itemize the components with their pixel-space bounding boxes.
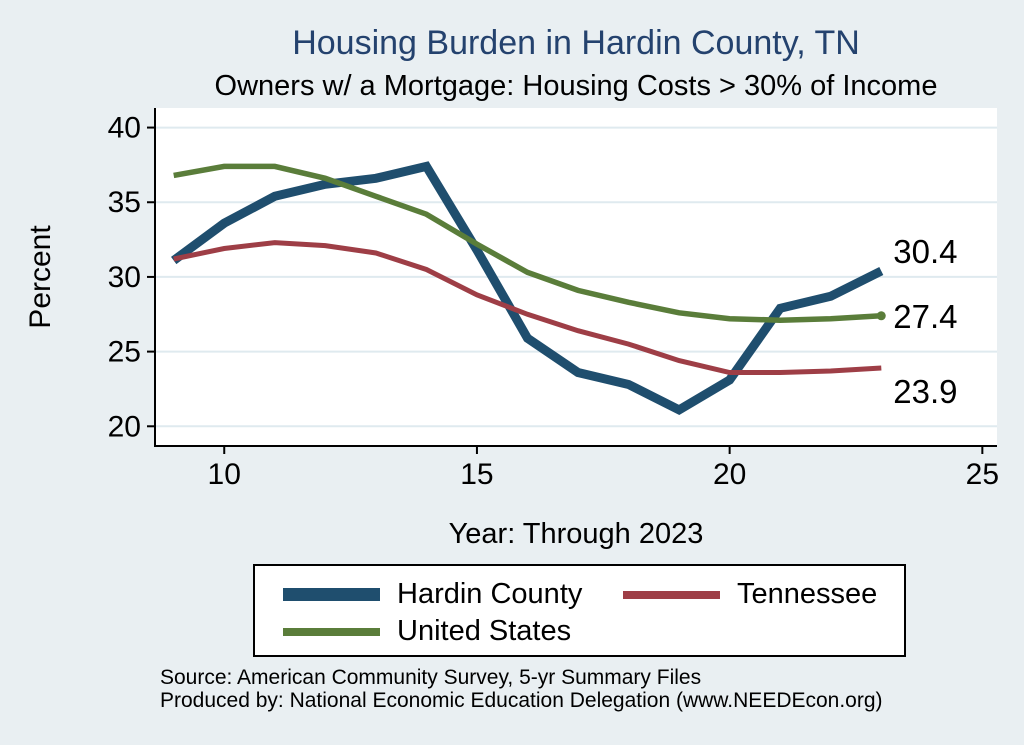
series-end-label: 23.9 [893,373,957,410]
y-tick-label: 30 [108,261,141,294]
y-tick-label: 40 [108,112,141,145]
legend-item-hardin-county: Hardin County [283,578,623,611]
united-states-line-swatch [283,627,380,636]
legend-label: Tennessee [737,578,878,610]
chart-subtitle: Owners w/ a Mortgage: Housing Costs > 30… [214,70,938,102]
y-axis-title: Percent [24,225,57,329]
plot-area: 20 25 30 35 40 10 15 20 25 30.4 23.9 27.4 [108,108,999,491]
series-line-hardin-county [171,161,884,416]
source-note: Source: American Community Survey, 5-yr … [160,666,702,689]
x-tick-label: 25 [966,458,999,491]
x-tick-label: 20 [713,458,746,491]
series-line-united-states [173,163,882,323]
series-end-marker [876,311,886,321]
x-tick-label: 10 [208,458,241,491]
series-end-label: 27.4 [893,298,957,335]
legend-label: Hardin County [397,578,583,610]
legend: Hardin County Tennessee United States [253,564,906,657]
legend-item-united-states: United States [283,615,623,648]
y-tick-label: 35 [108,186,141,219]
series-end-label: 30.4 [893,233,957,270]
chart-title: Housing Burden in Hardin County, TN [292,24,860,62]
x-axis-title: Year: Through 2023 [448,518,704,550]
legend-item-tennessee: Tennessee [623,578,904,611]
tennessee-line-swatch [623,590,720,599]
hardin-county-line-swatch [283,588,380,601]
legend-label: United States [397,615,572,647]
footer-notes: Source: American Community Survey, 5-yr … [160,666,883,712]
y-tick-label: 25 [108,336,141,369]
produced-by-note: Produced by: National Economic Education… [160,689,883,712]
y-tick-label: 20 [108,410,141,443]
series-line-tennessee [173,240,882,375]
x-tick-label: 15 [460,458,493,491]
